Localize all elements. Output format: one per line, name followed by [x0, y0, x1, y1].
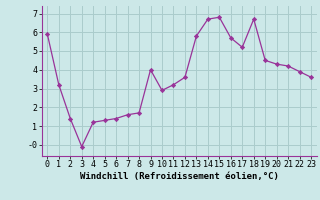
- X-axis label: Windchill (Refroidissement éolien,°C): Windchill (Refroidissement éolien,°C): [80, 172, 279, 181]
